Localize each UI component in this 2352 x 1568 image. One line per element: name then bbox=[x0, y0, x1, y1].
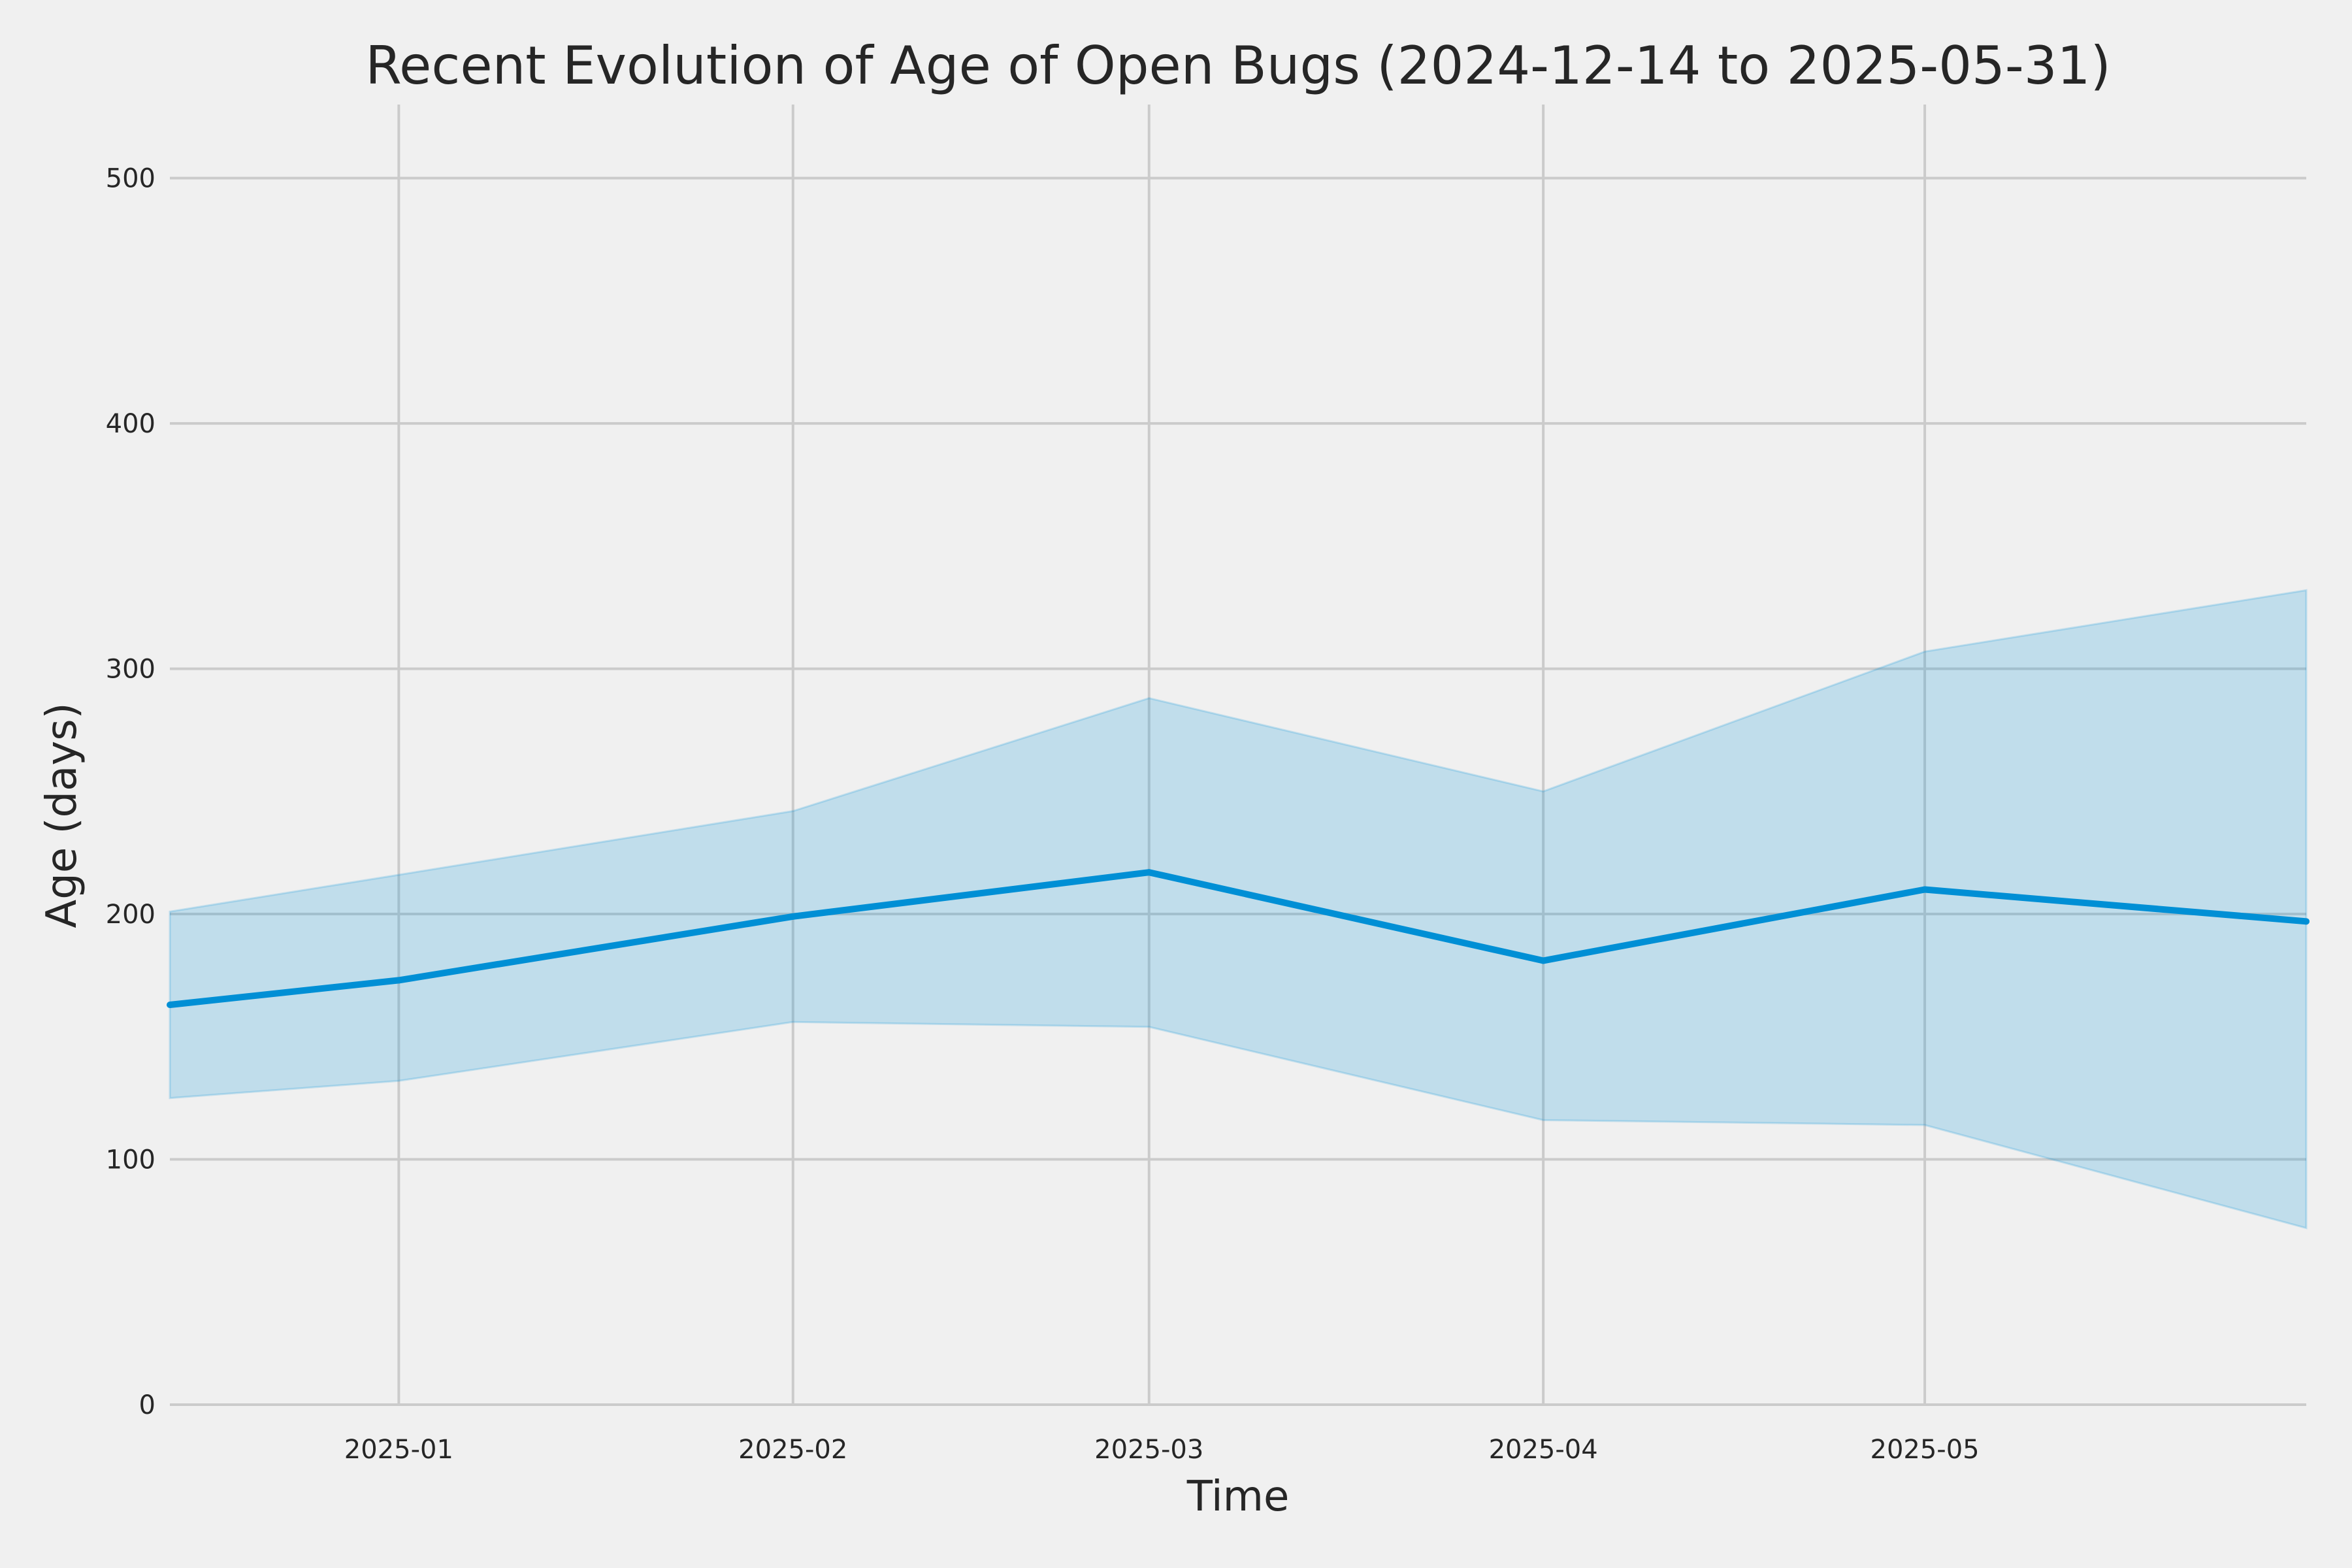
y-tick-label: 500 bbox=[106, 164, 155, 194]
confidence-band bbox=[169, 589, 2308, 1230]
y-tick-label: 300 bbox=[106, 655, 155, 685]
y-tick-label: 200 bbox=[106, 900, 155, 930]
line-layer bbox=[167, 869, 2310, 1008]
x-tick-label: 2025-03 bbox=[1094, 1435, 1203, 1465]
data-point bbox=[2303, 918, 2310, 925]
data-point bbox=[395, 977, 402, 984]
y-tick-label: 100 bbox=[106, 1145, 155, 1175]
data-point bbox=[1145, 869, 1152, 876]
grid-layer bbox=[170, 105, 2306, 1406]
y-tick-label: 0 bbox=[139, 1390, 155, 1420]
y-axis-label: Age (days) bbox=[38, 702, 86, 928]
chart-title: Recent Evolution of Age of Open Bugs (20… bbox=[365, 35, 2111, 96]
x-tick-label: 2025-04 bbox=[1489, 1435, 1598, 1465]
x-axis-label: Time bbox=[1186, 1473, 1290, 1521]
data-point bbox=[1540, 957, 1547, 964]
x-tick-label: 2025-05 bbox=[1870, 1435, 1980, 1465]
tick-layer: 0 100 200 300 400 500 2025-01 2025-02 2025-03 202… bbox=[106, 164, 1980, 1465]
x-tick-label: 2025-01 bbox=[344, 1435, 453, 1465]
data-point bbox=[1921, 886, 1929, 893]
x-tick-label: 2025-02 bbox=[738, 1435, 847, 1465]
y-tick-label: 400 bbox=[106, 409, 155, 439]
band-layer bbox=[169, 589, 2308, 1230]
data-point bbox=[789, 913, 796, 920]
data-point bbox=[167, 1001, 173, 1008]
